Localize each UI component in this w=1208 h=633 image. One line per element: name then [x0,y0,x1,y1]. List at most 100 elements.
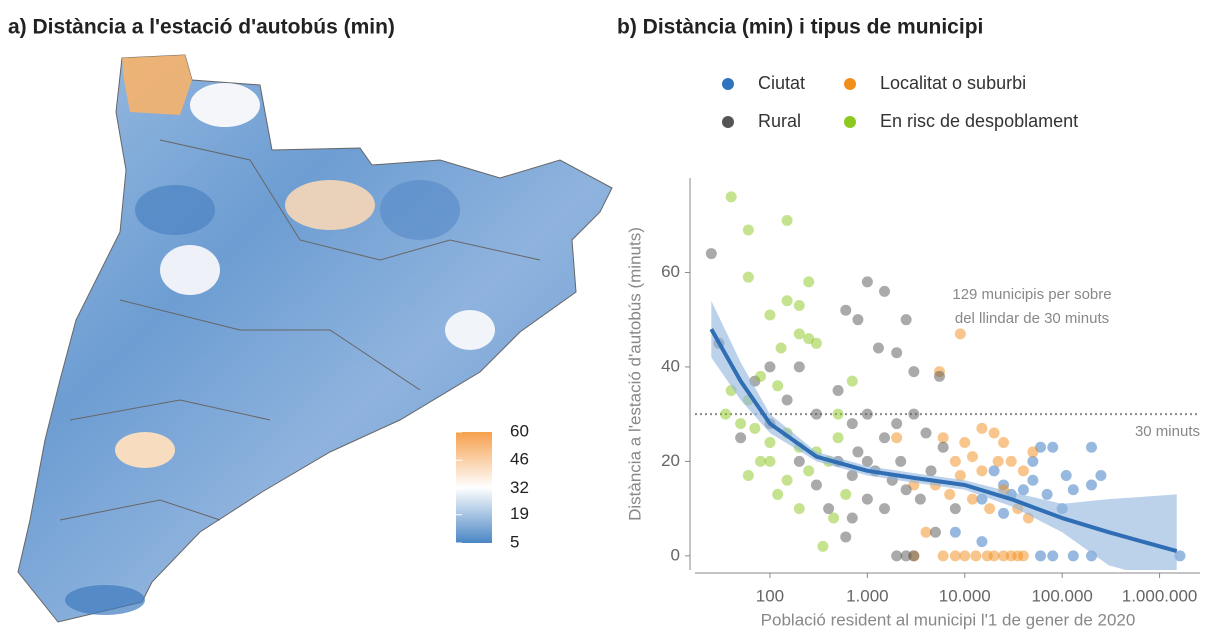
point [803,465,815,477]
point [949,455,961,467]
point [920,427,932,439]
color-tick-label: 5 [510,532,519,551]
point [772,488,784,500]
point [966,493,978,505]
point [720,408,732,420]
point [742,271,754,283]
x-axis-label: Població resident al municipi l'1 de gen… [761,610,1136,629]
point [775,342,787,354]
point [1027,455,1039,467]
point [840,488,852,500]
point [988,550,1000,562]
point [976,422,988,434]
point [937,550,949,562]
y-tick-label: 0 [671,545,680,564]
point [992,455,1004,467]
point [900,314,912,326]
point [781,295,793,307]
color-tick-label: 32 [510,478,529,497]
y-tick-label: 20 [661,451,680,470]
point [879,503,891,515]
point [954,328,966,340]
annotation: del llindar de 30 minuts [955,310,1109,327]
point [755,455,767,467]
x-tick-label: 10.000 [939,586,991,605]
point [908,408,920,420]
point [891,432,903,444]
point [895,455,907,467]
point [925,465,937,477]
point [1017,484,1029,496]
point [793,361,805,373]
point [810,479,822,491]
point [742,224,754,236]
point [781,394,793,406]
color-tick-label: 60 [510,421,529,440]
point [872,342,884,354]
legend-label: Rural [758,111,801,131]
color-bar [456,432,492,543]
point [735,418,747,430]
point [725,191,737,203]
confidence-band [711,300,1177,570]
point [949,526,961,538]
point [817,540,829,552]
point [1060,470,1072,482]
point [937,432,949,444]
legend-marker [722,78,734,90]
panel-a-title: a) Distància a l'estació d'autobús (min) [8,16,395,39]
point [970,550,982,562]
point [742,470,754,482]
point [908,550,920,562]
point [879,432,891,444]
y-tick-label: 60 [661,262,680,281]
legend: Ciutat Localitat o suburbi Rural En risc de… [722,73,1078,131]
point [908,366,920,378]
point [755,370,767,382]
point [764,309,776,321]
point [793,300,805,312]
color-legend: 60 46 32 19 5 [456,421,529,551]
point [929,526,941,538]
point [998,436,1010,448]
point [840,531,852,543]
point [891,347,903,359]
point [846,470,858,482]
point [793,328,805,340]
point [846,512,858,524]
point [988,427,1000,439]
point [810,408,822,420]
point [914,493,926,505]
point [933,370,945,382]
point [832,408,844,420]
point [1095,470,1107,482]
point [891,550,903,562]
point [1005,455,1017,467]
point [781,474,793,486]
point [793,455,805,467]
point [937,441,949,453]
point [1085,441,1097,453]
point [959,550,971,562]
point [852,446,864,458]
map [17,54,613,623]
point [891,418,903,430]
point [984,503,996,515]
point [793,503,805,515]
annotation: 129 municipis per sobre [952,286,1111,303]
point [1067,550,1079,562]
point [988,465,1000,477]
point [879,285,891,297]
trend-line [709,328,1178,554]
point [1027,474,1039,486]
point [861,276,873,288]
point [749,422,761,434]
point [828,512,840,524]
legend-marker [844,78,856,90]
point [949,550,961,562]
point [944,488,956,500]
point [920,526,932,538]
point [998,550,1010,562]
point [781,215,793,227]
point [900,550,912,562]
